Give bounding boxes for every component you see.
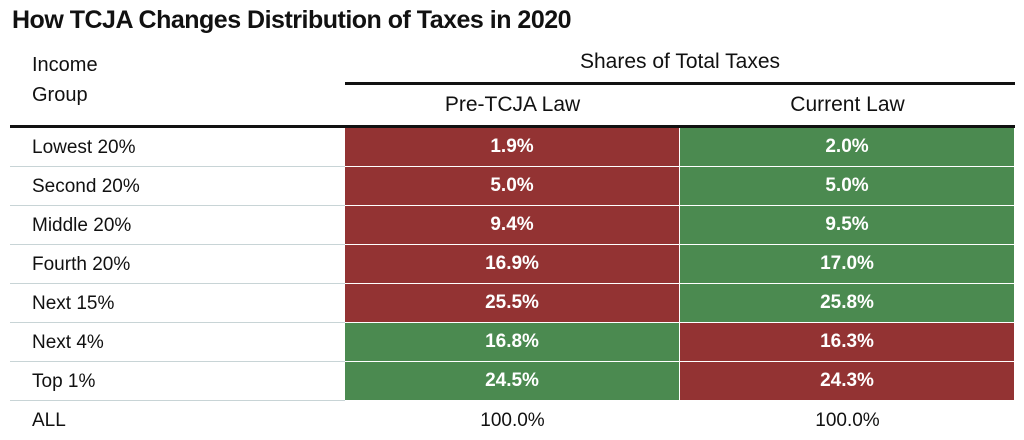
row-label: Second 20% xyxy=(32,175,140,197)
value-cell: 2.0% xyxy=(680,128,1015,167)
row-separator xyxy=(10,283,345,284)
value-cell: 1.9% xyxy=(345,128,680,167)
row-separator xyxy=(10,166,345,167)
value-cell: 5.0% xyxy=(345,167,680,206)
value-cell: 5.0% xyxy=(680,167,1015,206)
header-rule xyxy=(10,125,1015,128)
value-cell: 17.0% xyxy=(680,245,1015,284)
column-header: Current Law xyxy=(790,93,905,116)
value-cell: 24.3% xyxy=(680,362,1015,401)
title: How TCJA Changes Distribution of Taxes i… xyxy=(12,6,572,34)
row-label: ALL xyxy=(32,409,66,431)
value-cell: 24.5% xyxy=(345,362,680,401)
row-label: Top 1% xyxy=(32,370,96,392)
column-header: Pre-TCJA Law xyxy=(444,93,581,116)
value-cell: 16.9% xyxy=(345,245,680,284)
row-separator xyxy=(10,322,345,323)
row-separator xyxy=(10,400,345,401)
group-header: Income Group xyxy=(32,54,98,106)
row-label: Lowest 20% xyxy=(32,136,136,158)
row-label: Fourth 20% xyxy=(32,253,131,275)
value-cell: 9.4% xyxy=(345,206,680,245)
row-separator xyxy=(10,205,345,206)
value-cell: 9.5% xyxy=(680,206,1015,245)
value-cell: 100.0% xyxy=(815,409,880,431)
value-cell: 16.8% xyxy=(345,323,680,362)
row-separator xyxy=(10,244,345,245)
value-cell: 25.8% xyxy=(680,284,1015,323)
header-rule xyxy=(345,82,1015,85)
shares-header: Shares of Total Taxes xyxy=(579,50,780,73)
row-label: Next 15% xyxy=(32,292,115,314)
value-cell: 25.5% xyxy=(345,284,680,323)
row-separator xyxy=(10,361,345,362)
row-label: Next 4% xyxy=(32,331,104,353)
value-cell: 100.0% xyxy=(480,409,545,431)
value-cell: 16.3% xyxy=(680,323,1015,362)
row-label: Middle 20% xyxy=(32,214,132,236)
